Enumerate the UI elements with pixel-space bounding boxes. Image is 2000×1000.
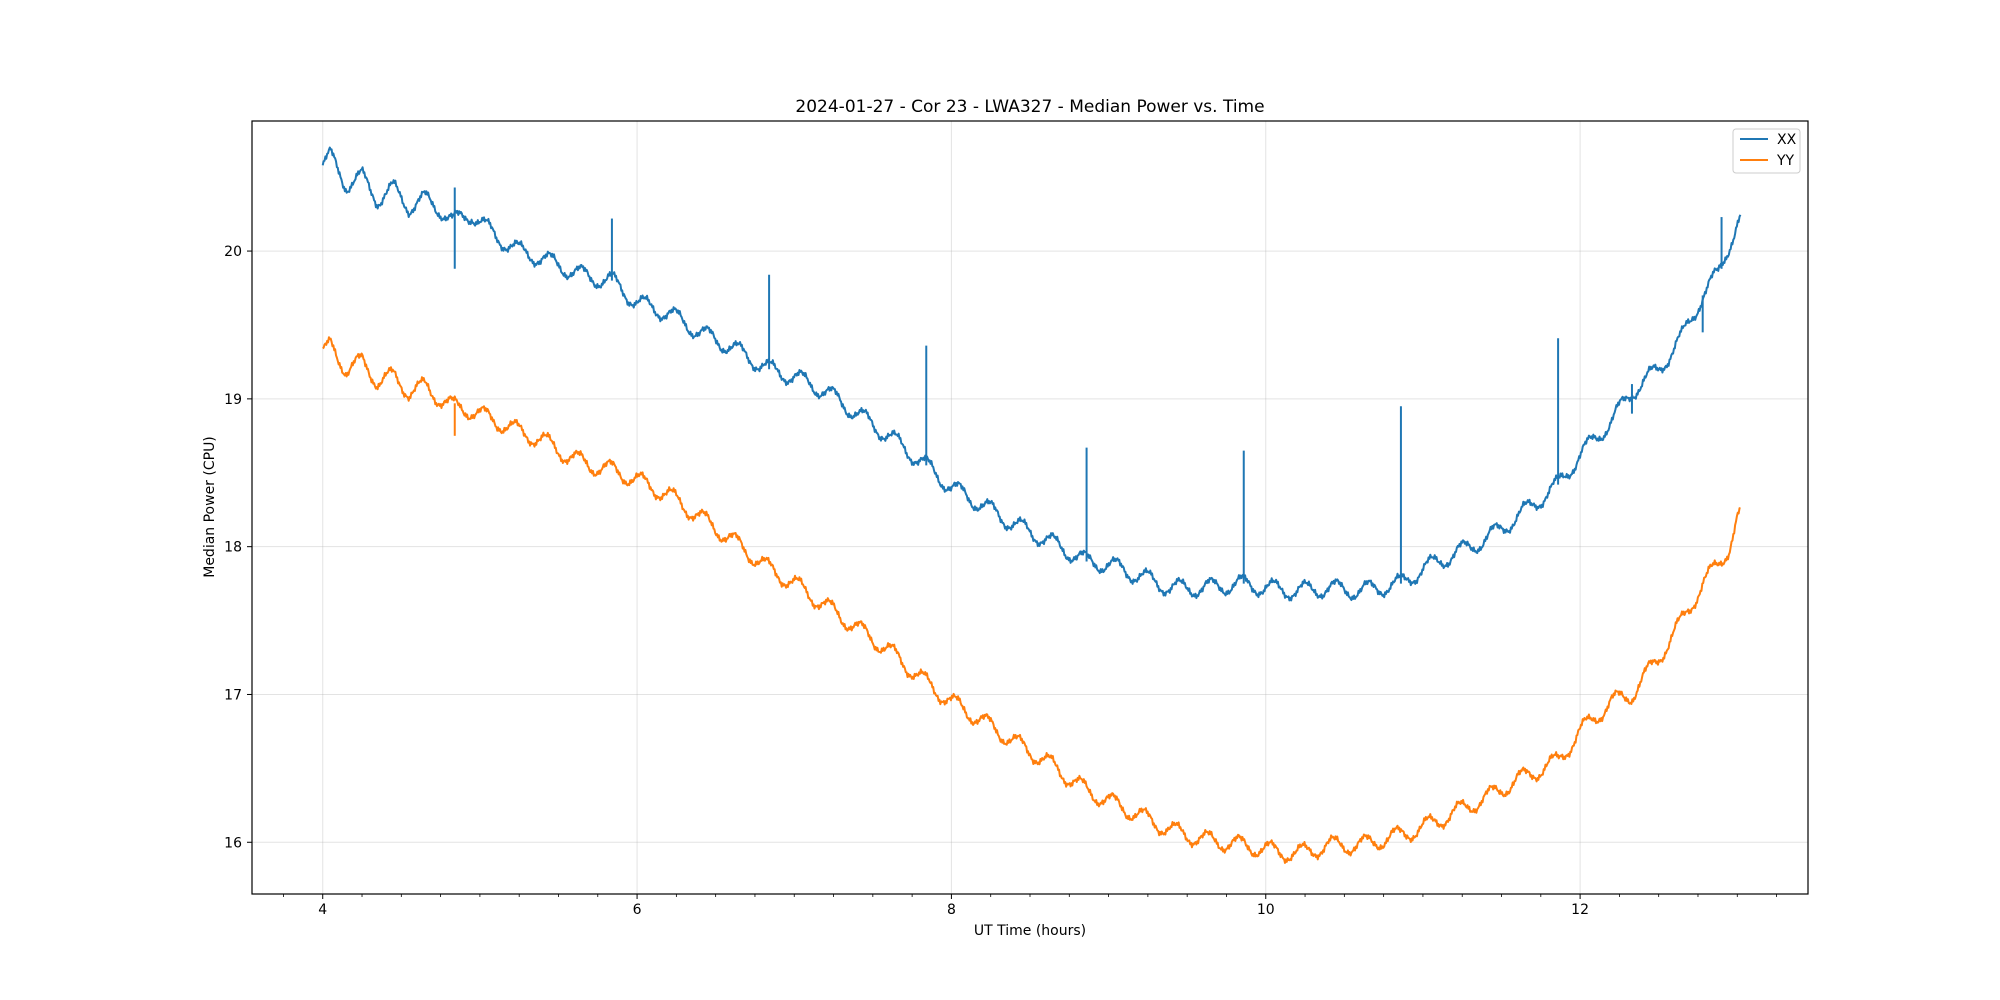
grid bbox=[252, 121, 1808, 894]
x-tick-label: 4 bbox=[318, 902, 327, 918]
series-line-yy bbox=[322, 336, 1741, 864]
x-tick-label: 12 bbox=[1571, 902, 1589, 918]
y-tick-label: 20 bbox=[224, 244, 242, 260]
series-line-xx bbox=[321, 146, 1742, 602]
y-tick-label: 16 bbox=[224, 835, 242, 851]
series-xx bbox=[321, 146, 1742, 602]
y-tick-label: 18 bbox=[224, 540, 242, 556]
legend-label-yy: YY bbox=[1776, 153, 1795, 169]
x-axis-ticks: 4 6 8 10 12 bbox=[283, 894, 1777, 918]
x-tick-label: 6 bbox=[633, 902, 642, 918]
y-tick-label: 19 bbox=[224, 392, 242, 408]
legend: XX YY bbox=[1732, 128, 1801, 174]
y-axis-label: Median Power (CPU) bbox=[202, 436, 218, 578]
y-tick-label: 17 bbox=[224, 687, 242, 703]
y-axis-ticks: 16 17 18 19 20 bbox=[224, 244, 252, 851]
series-yy bbox=[322, 336, 1741, 864]
chart-title: 2024-01-27 - Cor 23 - LWA327 - Median Po… bbox=[795, 97, 1264, 117]
legend-label-xx: XX bbox=[1777, 132, 1797, 148]
x-tick-label: 10 bbox=[1257, 902, 1275, 918]
x-axis-label: UT Time (hours) bbox=[974, 923, 1086, 939]
series-layer bbox=[321, 146, 1742, 864]
x-tick-label: 8 bbox=[947, 902, 956, 918]
